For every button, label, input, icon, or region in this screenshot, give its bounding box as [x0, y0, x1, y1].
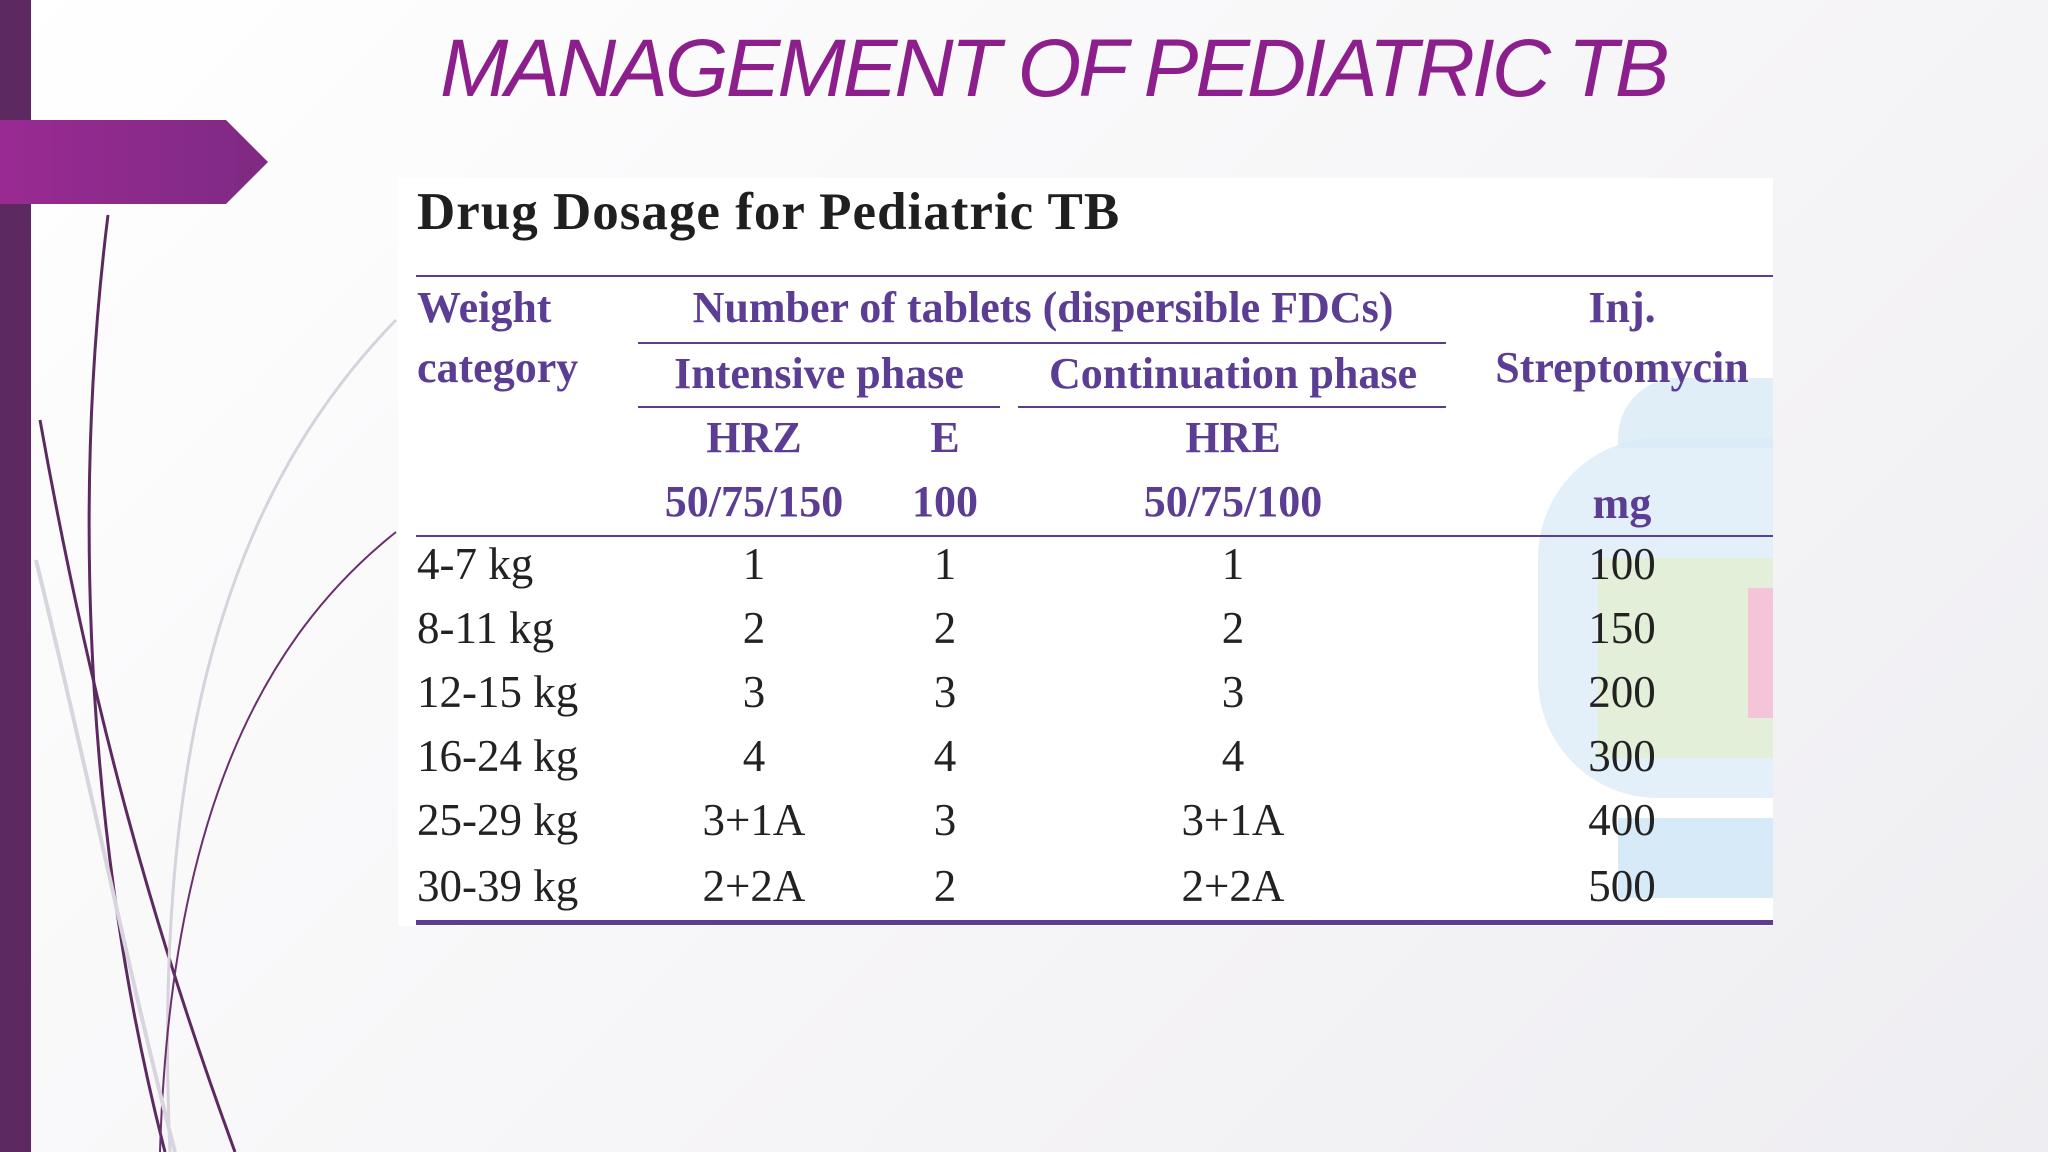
weight-cell: 30-39 kg [417, 861, 579, 911]
weight-cell: 16-24 kg [417, 731, 579, 781]
table-row: 12-15 kg 3 3 3 200 [398, 666, 1773, 730]
group-underline [638, 342, 1446, 344]
weight-cell: 12-15 kg [417, 667, 579, 717]
header-intensive-phase: Intensive phase [674, 349, 964, 398]
e-cell: 2 [933, 603, 957, 653]
dosage-table-image: Drug Dosage for Pediatric TB Weight cate… [398, 178, 1773, 926]
table-bottom-rule [416, 920, 1773, 925]
header-hrz-strength: 50/75/150 [664, 477, 844, 526]
table-row: 16-24 kg 4 4 4 300 [398, 730, 1773, 794]
header-weight-line2: category [417, 343, 579, 392]
header-injection-line2: Streptomycin [1495, 343, 1749, 392]
weight-cell: 8-11 kg [417, 603, 555, 653]
e-cell: 3 [933, 795, 957, 845]
hrz-cell: 1 [742, 539, 766, 589]
header-e-strength: 100 [912, 477, 978, 526]
hrz-cell: 3 [742, 667, 766, 717]
header-injection-line1: Inj. [1588, 283, 1656, 332]
header-bottom-rule [416, 535, 1773, 537]
weight-cell: 4-7 kg [417, 539, 534, 589]
streptomycin-cell: 100 [1588, 539, 1656, 589]
e-cell: 3 [933, 667, 957, 717]
hrz-cell: 4 [742, 731, 766, 781]
hrz-cell: 2 [742, 603, 766, 653]
e-cell: 1 [933, 539, 957, 589]
header-weight-line1: Weight [417, 283, 552, 332]
hre-cell: 2+2A [1181, 861, 1285, 911]
title-arrow-tab [0, 120, 268, 204]
hre-cell: 3 [1221, 667, 1245, 717]
hre-cell: 3+1A [1181, 795, 1285, 845]
header-hre-strength: 50/75/100 [1143, 477, 1323, 526]
table-caption: Drug Dosage for Pediatric TB [417, 183, 1121, 241]
streptomycin-cell: 200 [1588, 667, 1656, 717]
header-hre: HRE [1185, 413, 1281, 462]
weight-cell: 25-29 kg [417, 795, 579, 845]
hrz-cell: 3+1A [702, 795, 806, 845]
header-continuation-phase: Continuation phase [1048, 349, 1418, 398]
table-row: 4-7 kg 1 1 1 100 [398, 538, 1773, 602]
streptomycin-cell: 300 [1588, 731, 1656, 781]
header-e: E [930, 413, 960, 462]
slide-title: MANAGEMENT OF PEDIATRIC TB [440, 23, 1670, 114]
header-hrz: HRZ [706, 413, 802, 462]
table-top-rule [416, 275, 1773, 277]
hrz-cell: 2+2A [702, 861, 806, 911]
table-row: 25-29 kg 3+1A 3 3+1A 400 [398, 794, 1773, 858]
e-cell: 4 [933, 731, 957, 781]
hre-cell: 2 [1221, 603, 1245, 653]
table-row: 8-11 kg 2 2 2 150 [398, 602, 1773, 666]
streptomycin-cell: 150 [1588, 603, 1656, 653]
streptomycin-cell: 500 [1588, 861, 1656, 911]
hre-cell: 1 [1221, 539, 1245, 589]
table-row: 30-39 kg 2+2A 2 2+2A 500 [398, 860, 1773, 924]
hre-cell: 4 [1221, 731, 1245, 781]
streptomycin-cell: 400 [1588, 795, 1656, 845]
e-cell: 2 [933, 861, 957, 911]
decorative-curves [34, 214, 398, 1152]
header-injection-unit: mg [1592, 479, 1652, 528]
intensive-phase-underline [638, 406, 1000, 408]
header-tablet-group: Number of tablets (dispersible FDCs) [692, 283, 1394, 332]
continuation-phase-underline [1018, 406, 1446, 408]
